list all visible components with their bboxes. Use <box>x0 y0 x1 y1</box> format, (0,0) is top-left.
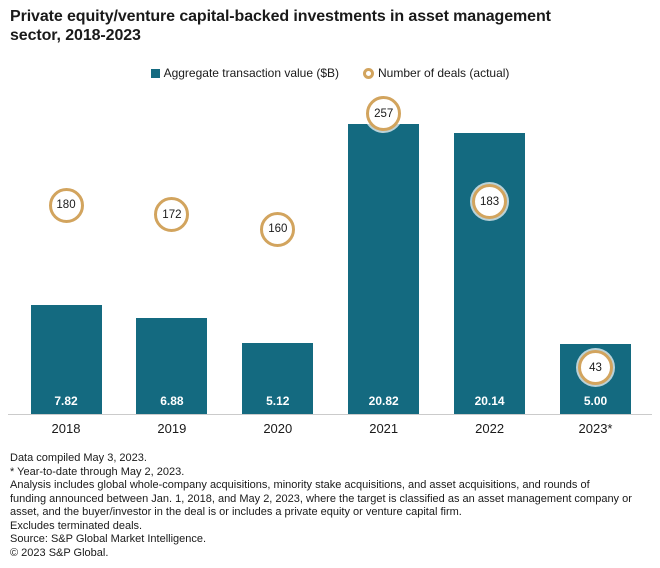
legend-label-transaction-value: Aggregate transaction value ($B) <box>163 66 340 80</box>
bar-swatch-icon <box>150 68 160 78</box>
bar-value-label-2021: 20.82 <box>368 394 399 408</box>
x-axis-label-2023: 2023* <box>578 421 613 436</box>
bar-2020 <box>242 342 314 414</box>
legend-item-transaction-value: Aggregate transaction value ($B) <box>150 66 340 80</box>
bar-value-label-2020: 5.12 <box>266 394 290 408</box>
footnote-line-3: Analysis includes global whole-company a… <box>10 479 590 491</box>
x-axis-label-2021: 2021 <box>369 421 399 436</box>
deal-count-badge-2018: 180 <box>48 187 84 223</box>
bar-2018 <box>30 305 102 414</box>
legend: Aggregate transaction value ($B) Number … <box>0 66 660 80</box>
bar-value-label-2023: 5.00 <box>583 394 608 408</box>
bar-value-label-2018: 7.82 <box>54 394 78 408</box>
footnote-line-8: © 2023 S&P Global. <box>10 546 109 559</box>
bar-value-label-2022: 20.14 <box>474 394 505 408</box>
footnote-line-2: * Year-to-date through May 2, 2023. <box>10 465 185 478</box>
deal-count-badge-2020: 160 <box>260 211 296 247</box>
page-title: Private equity/venture capital-backed in… <box>10 7 551 45</box>
footnote-line-1: Data compiled May 3, 2023. <box>10 452 147 464</box>
deal-count-badge-2022: 183 <box>472 184 508 220</box>
x-axis-label-2018: 2018 <box>51 421 81 436</box>
page-title-line-1: Private equity/venture capital-backed in… <box>10 8 551 25</box>
x-axis-label-2022: 2022 <box>475 421 505 436</box>
legend-label-number-of-deals: Number of deals (actual) <box>378 66 510 80</box>
footnote-line-5: asset, and the buyer/investor in the dea… <box>10 506 462 518</box>
x-axis-label-2020: 2020 <box>263 421 293 436</box>
footnote-line-4: funding announced between Jan. 1, 2018, … <box>10 492 632 505</box>
x-axis-line <box>8 414 652 415</box>
bar-value-label-2019: 6.88 <box>160 394 184 408</box>
deal-count-badge-2019: 172 <box>154 197 190 233</box>
page-title-line-2: sector, 2018-2023 <box>10 27 141 44</box>
bar-2022 <box>454 133 526 414</box>
legend-item-number-of-deals: Number of deals (actual) <box>363 66 509 80</box>
footnote-line-6: Excludes terminated deals. <box>10 519 143 532</box>
deals-ring-icon <box>363 67 375 79</box>
deal-count-badge-2023: 43 <box>578 350 613 386</box>
x-axis-label-2019: 2019 <box>157 421 187 436</box>
bar-2021 <box>348 123 420 414</box>
bar-2019 <box>136 318 208 414</box>
footnotes: Data compiled May 3, 2023. * Year-to-date… <box>10 452 652 560</box>
footnote-line-7: Source: S&P Global Market Intelligence. <box>10 533 207 545</box>
deal-count-badge-2021: 257 <box>366 96 402 132</box>
